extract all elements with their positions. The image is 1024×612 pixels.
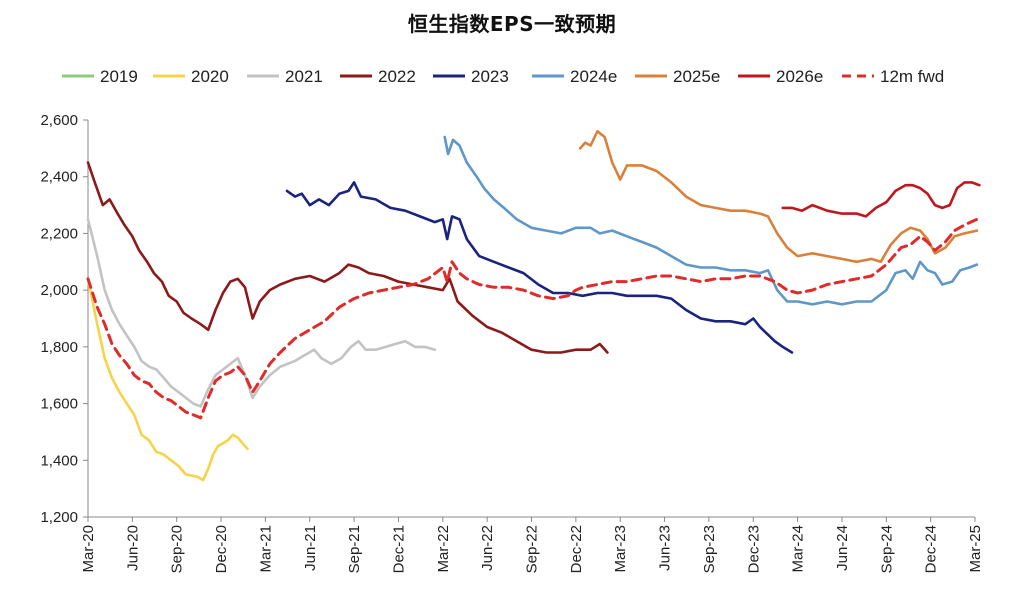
y-tick-label: 2,200	[40, 225, 78, 242]
x-tick-label: Sep-20	[169, 525, 186, 573]
series-line-2020	[86, 277, 249, 482]
x-tick-label: Jun-24	[834, 525, 851, 571]
x-tick-label: Sep-24	[878, 525, 895, 573]
legend-label-2022: 2022	[378, 67, 416, 86]
legend-label-2019: 2019	[100, 67, 138, 86]
x-tick-label: Mar-20	[80, 525, 97, 573]
legend-label-2024e: 2024e	[570, 67, 617, 86]
x-tick-label: Dec-24	[923, 525, 940, 573]
x-tick-label: Jun-21	[302, 525, 319, 571]
series-line-2025e	[578, 130, 979, 264]
legend-label-12m-fwd: 12m fwd	[880, 67, 944, 86]
x-tick-label: Dec-20	[213, 525, 230, 573]
x-tick-label: Jun-20	[124, 525, 141, 571]
x-tick-label: Sep-22	[524, 525, 541, 573]
series-line-2023	[285, 181, 794, 354]
series-line-2024e	[443, 135, 979, 306]
x-tick-label: Mar-25	[967, 525, 984, 573]
y-tick-label: 2,400	[40, 169, 78, 186]
x-tick-label: Mar-23	[612, 525, 629, 573]
x-tick-label: Mar-22	[435, 525, 452, 573]
x-tick-label: Jun-22	[479, 525, 496, 571]
x-tick-label: Sep-23	[701, 525, 718, 573]
chart-title: 恒生指数EPS一致预期	[407, 12, 617, 36]
x-tick-label: Sep-21	[346, 525, 363, 573]
y-tick-label: 1,800	[40, 339, 78, 356]
y-tick-label: 2,600	[40, 112, 78, 129]
x-tick-label: Mar-24	[790, 525, 807, 573]
series-line-2022	[86, 161, 609, 354]
x-tick-label: Mar-21	[257, 525, 274, 573]
y-tick-label: 1,600	[40, 396, 78, 413]
series-line-12m-fwd	[86, 217, 979, 420]
legend-label-2025e: 2025e	[673, 67, 720, 86]
legend-label-2020: 2020	[191, 67, 229, 86]
x-tick-label: Jun-23	[657, 525, 674, 571]
x-tick-label: Dec-21	[390, 525, 407, 573]
y-tick-label: 1,200	[40, 509, 78, 526]
series-line-2021	[86, 218, 437, 408]
legend-label-2026e: 2026e	[776, 67, 823, 86]
y-tick-label: 1,400	[40, 452, 78, 469]
legend-label-2021: 2021	[285, 67, 323, 86]
series-line-2026e	[781, 181, 981, 218]
legend-label-2023: 2023	[471, 67, 509, 86]
x-tick-label: Dec-22	[568, 525, 585, 573]
y-tick-label: 2,000	[40, 282, 78, 299]
x-tick-label: Dec-23	[745, 525, 762, 573]
